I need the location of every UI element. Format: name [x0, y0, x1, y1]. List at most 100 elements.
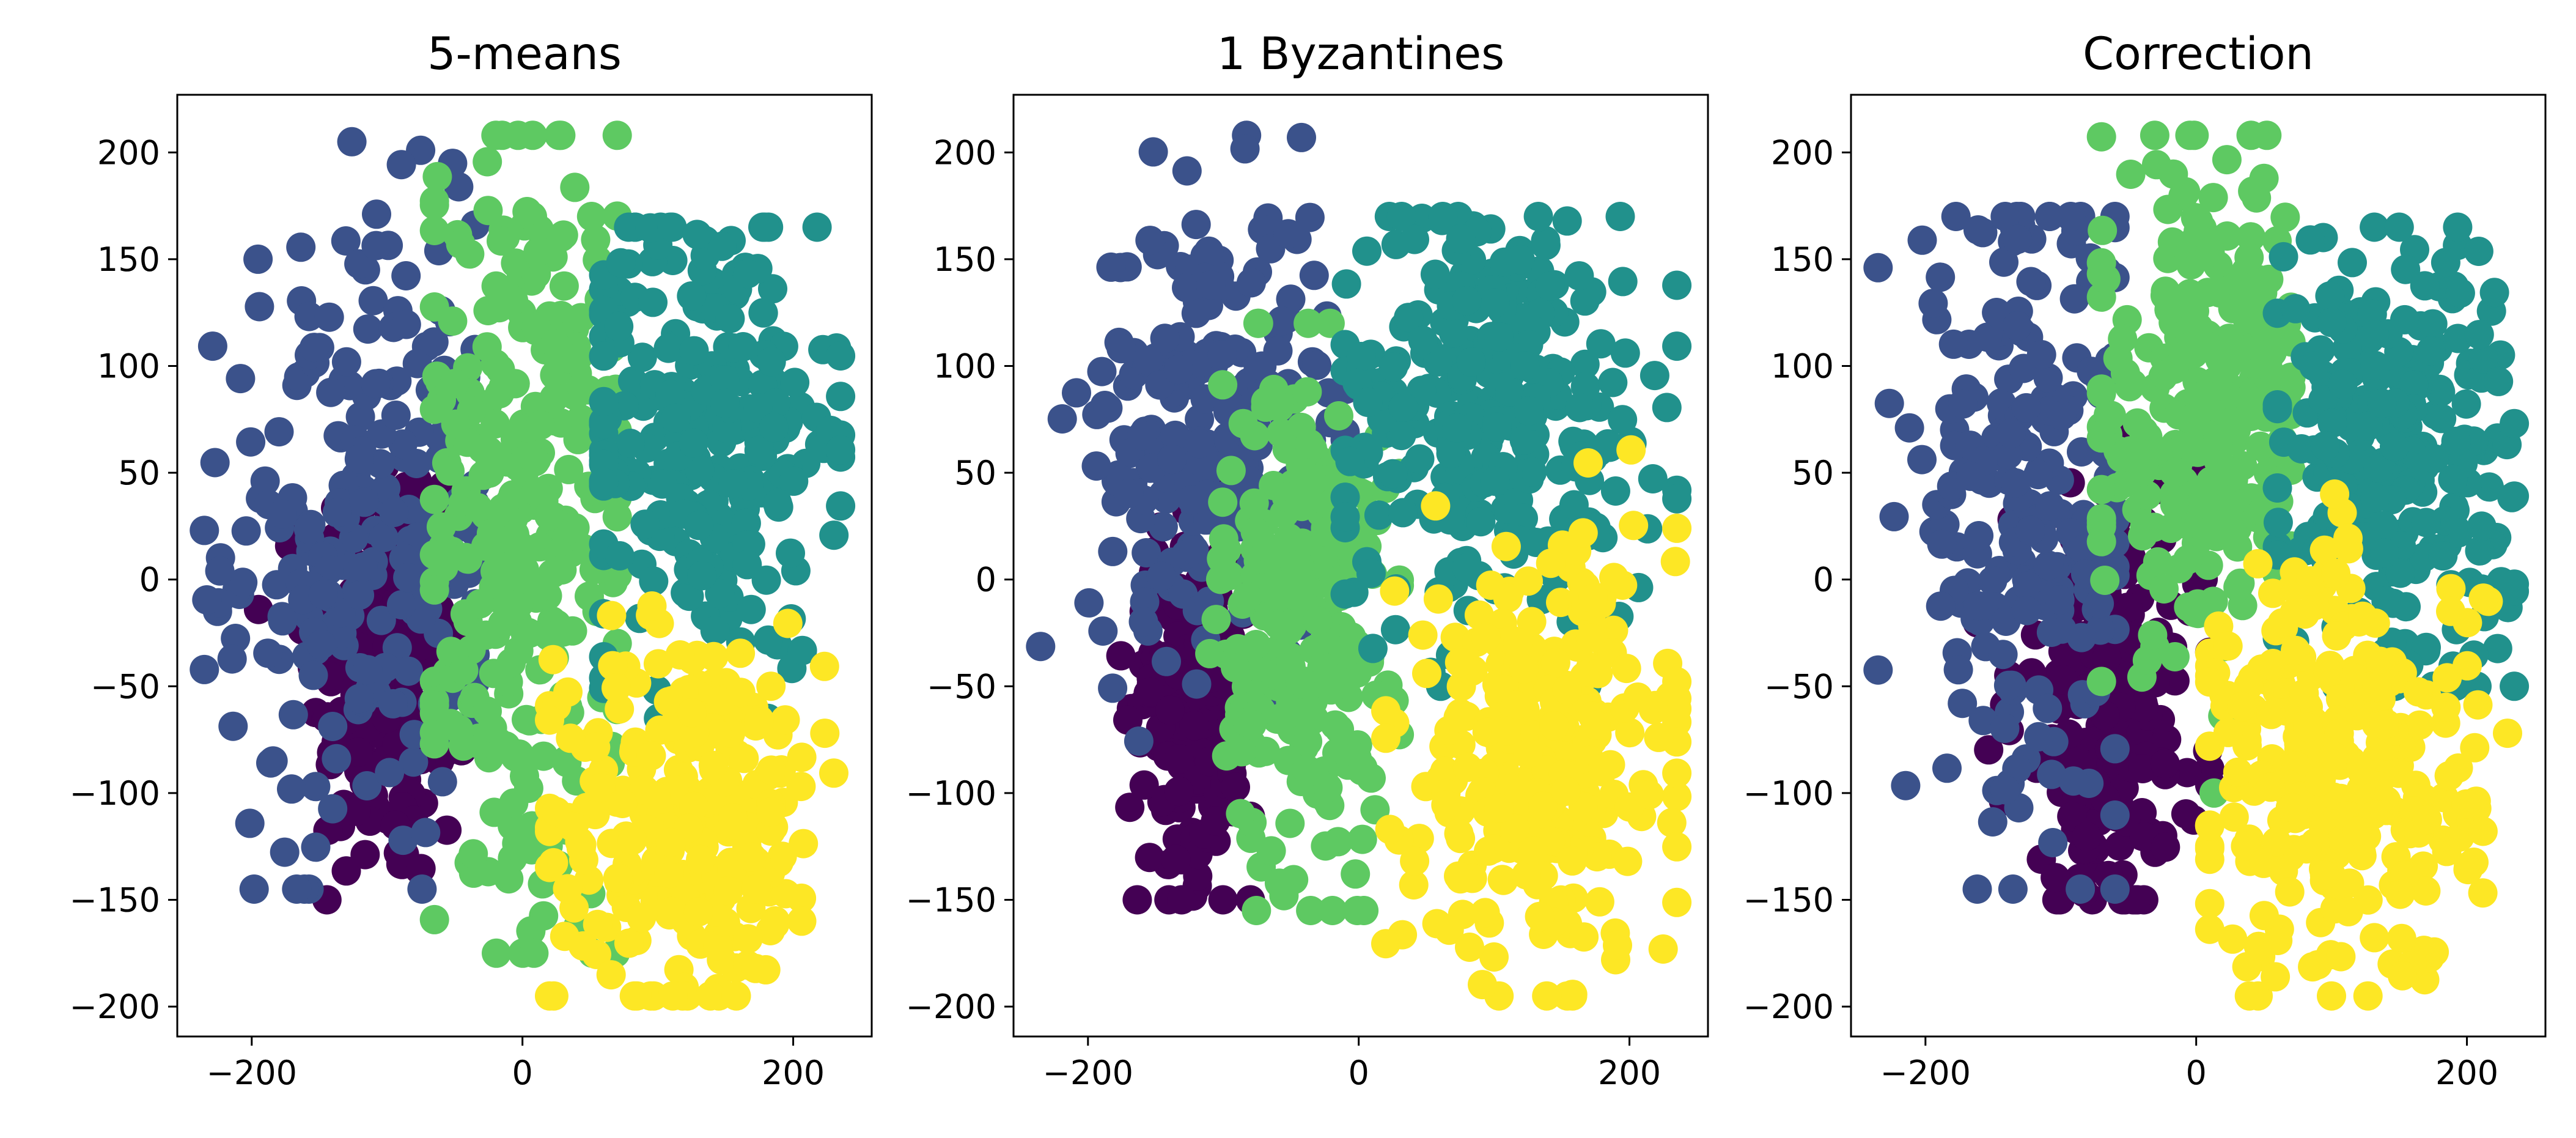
scatter-point-cluster-4	[687, 561, 717, 591]
scatter-point-cluster-3	[2086, 475, 2116, 504]
scatter-point-cluster-2	[352, 771, 382, 800]
scatter-point-cluster-3	[516, 916, 546, 946]
scatter-point-cluster-5	[2468, 878, 2498, 908]
scatter-point-cluster-2	[344, 249, 374, 279]
scatter-point-cluster-2	[331, 347, 361, 377]
scatter-point-cluster-3	[482, 938, 511, 968]
scatter-point-cluster-3	[2190, 380, 2219, 410]
scatter-point-cluster-5	[1648, 934, 1678, 964]
scatter-point-cluster-4	[2367, 388, 2397, 418]
scatter-point-cluster-5	[1400, 846, 1430, 876]
scatter-point-cluster-3	[1342, 896, 1372, 925]
scatter-point-cluster-4	[2310, 431, 2340, 460]
scatter-point-cluster-5	[2385, 879, 2415, 909]
scatter-point-cluster-3	[1298, 467, 1328, 497]
scatter-point-cluster-4	[705, 578, 735, 608]
scatter-point-cluster-4	[657, 212, 687, 242]
scatter-point-cluster-5	[2243, 549, 2273, 578]
scatter-point-cluster-2	[381, 401, 411, 430]
scatter-point-cluster-4	[1509, 425, 1539, 455]
scatter-point-cluster-3	[1347, 824, 1377, 854]
scatter-point-cluster-1	[2092, 643, 2122, 673]
scatter-point-cluster-5	[603, 863, 633, 893]
scatter-point-cluster-3	[2252, 120, 2282, 150]
scatter-point-cluster-5	[1638, 695, 1668, 725]
scatter-point-cluster-5	[1660, 547, 1690, 577]
scatter-point-cluster-3	[510, 555, 539, 585]
scatter-point-cluster-5	[770, 705, 800, 735]
scatter-point-cluster-5	[744, 707, 774, 737]
scatter-point-cluster-3	[1240, 421, 1270, 451]
scatter-point-cluster-2	[2058, 766, 2088, 796]
subplot-title: Correction	[2083, 28, 2314, 80]
scatter-point-cluster-4	[756, 347, 786, 377]
scatter-point-cluster-2	[1943, 655, 1973, 685]
scatter-point-cluster-3	[1272, 434, 1302, 464]
scatter-point-cluster-4	[750, 212, 780, 242]
scatter-point-cluster-1	[1122, 885, 1152, 915]
scatter-point-cluster-3	[468, 460, 498, 490]
scatter-point-cluster-3	[1208, 370, 1238, 400]
scatter-point-cluster-3	[1317, 896, 1347, 925]
scatter-point-cluster-4	[2420, 444, 2449, 474]
scatter-point-cluster-3	[549, 271, 579, 301]
scatter-point-cluster-5	[1371, 723, 1400, 753]
y-tick-label: 0	[139, 561, 160, 599]
scatter-point-cluster-4	[2384, 212, 2414, 242]
scatter-point-cluster-5	[726, 638, 756, 668]
y-tick-label: −100	[906, 774, 996, 813]
scatter-point-cluster-2	[1132, 538, 1161, 567]
scatter-point-cluster-1	[2105, 831, 2135, 861]
scatter-point-cluster-5	[1657, 808, 1687, 838]
scatter-point-cluster-1	[1164, 777, 1194, 807]
y-tick-label: 50	[118, 454, 160, 492]
scatter-point-cluster-2	[1098, 536, 1128, 566]
y-tick-label: 150	[97, 240, 160, 279]
scatter-point-cluster-4	[763, 489, 792, 519]
y-tick-label: 100	[933, 347, 996, 385]
axes-frame	[176, 94, 873, 1038]
scatter-point-cluster-5	[2263, 926, 2293, 955]
scatter-point-cluster-4	[733, 259, 762, 289]
scatter-point-cluster-3	[2219, 457, 2249, 487]
scatter-point-cluster-3	[2216, 512, 2246, 542]
scatter-point-cluster-3	[499, 788, 529, 818]
scatter-point-cluster-2	[1163, 355, 1193, 385]
scatter-point-cluster-4	[2360, 350, 2390, 380]
scatter-point-cluster-5	[2309, 860, 2339, 890]
scatter-point-cluster-3	[2160, 642, 2190, 671]
scatter-point-cluster-2	[190, 654, 219, 684]
scatter-point-cluster-2	[250, 466, 280, 496]
scatter-point-cluster-4	[2360, 212, 2390, 242]
scatter-point-cluster-1	[2151, 832, 2180, 862]
scatter-point-cluster-5	[1575, 623, 1605, 653]
scatter-point-cluster-2	[348, 552, 378, 582]
scatter-point-cluster-2	[391, 309, 421, 339]
scatter-point-cluster-4	[776, 538, 805, 568]
scatter-point-cluster-2	[344, 684, 374, 714]
scatter-point-cluster-5	[2463, 690, 2493, 720]
scatter-point-cluster-5	[1380, 576, 1410, 606]
scatter-point-cluster-3	[548, 617, 578, 647]
scatter-point-cluster-3	[504, 739, 534, 769]
scatter-point-cluster-3	[2138, 620, 2168, 650]
scatter-point-cluster-5	[2293, 712, 2323, 742]
scatter-point-cluster-5	[2369, 710, 2399, 740]
scatter-point-cluster-5	[1371, 929, 1400, 959]
scatter-point-cluster-3	[1243, 308, 1273, 338]
scatter-point-cluster-3	[1294, 308, 1323, 338]
scatter-point-cluster-3	[2173, 545, 2202, 575]
scatter-point-cluster-3	[2090, 566, 2120, 595]
scatter-point-cluster-3	[547, 555, 577, 585]
scatter-point-cluster-5	[2342, 816, 2372, 846]
scatter-point-cluster-3	[1320, 710, 1350, 740]
scatter-point-cluster-5	[1503, 627, 1533, 657]
scatter-point-cluster-5	[2292, 834, 2322, 864]
scatter-point-cluster-3	[1264, 868, 1294, 898]
scatter-point-cluster-4	[1438, 318, 1468, 348]
scatter-point-cluster-5	[2405, 710, 2434, 740]
scatter-point-cluster-4	[780, 368, 810, 397]
scatter-point-cluster-5	[1491, 531, 1521, 561]
scatter-point-cluster-4	[2385, 558, 2415, 588]
scatter-point-cluster-4	[1428, 202, 1458, 231]
